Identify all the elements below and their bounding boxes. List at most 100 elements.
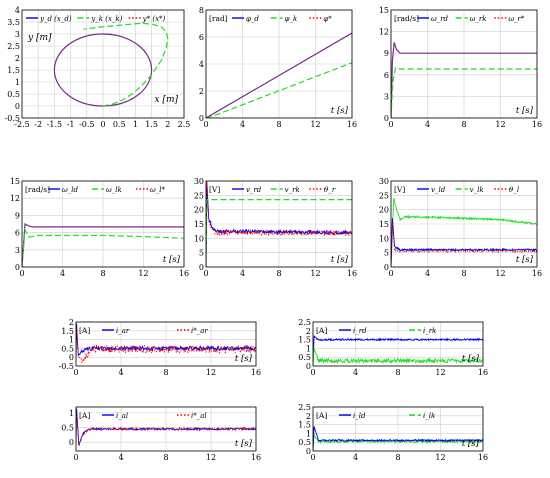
x-tick-label: 8 xyxy=(276,120,281,129)
y-tick-label: 0 xyxy=(306,362,311,371)
x-tick-label: 0 xyxy=(73,368,78,377)
y-axis-label: [V] xyxy=(394,185,405,194)
y-tick-label: 30 xyxy=(194,177,204,186)
y-tick-label: 15 xyxy=(194,220,204,229)
y-tick-label: 0 xyxy=(15,102,20,111)
y-tick-label: 8 xyxy=(199,6,204,15)
x-tick-label: 2.5 xyxy=(178,120,191,129)
x-tick-label: 16 xyxy=(532,120,542,129)
axes-box xyxy=(205,180,353,268)
x-tick-label: -2.5 xyxy=(14,120,29,129)
y-axis-label: [A] xyxy=(79,326,90,335)
legend-label: ω_rd xyxy=(431,15,449,23)
legend-label: ω_r* xyxy=(508,15,525,23)
x-axis-label: t [s] xyxy=(331,106,349,116)
y-axis-label: [rad/s] xyxy=(25,185,50,194)
chart-omega_l: 0 4 8 12 16 0 3 6 9 12 15 t [s] [rad/s] ω_ld ω_lk ω_l* xyxy=(10,177,189,278)
y-tick-label: 15 xyxy=(379,6,389,15)
y-tick-label: 0 xyxy=(199,263,204,272)
x-tick-label: 8 xyxy=(163,453,168,462)
x-tick-label: 0 xyxy=(19,269,24,278)
axes-box xyxy=(21,180,185,268)
y-tick-label: 1.5 xyxy=(298,421,311,430)
x-tick-label: 0 xyxy=(73,453,78,462)
chart-i_al: 0 4 8 12 16 0 0.5 1 t [s] [A] i_al i*_al xyxy=(61,406,261,462)
x-tick-label: 0.5 xyxy=(113,120,126,129)
y-tick-label: 1.5 xyxy=(7,66,20,75)
chart-v_l: 0 4 8 12 16 0 5 10 15 20 25 30 t [s] [V] v_ld v_lk ϑ_l xyxy=(379,177,542,278)
y-tick-label: 4 xyxy=(199,60,204,69)
y-tick-label: 10 xyxy=(379,234,389,243)
y-tick-label: 30 xyxy=(379,177,389,186)
x-tick-label: 4 xyxy=(353,453,358,462)
x-tick-label: 2 xyxy=(165,120,170,129)
series-line xyxy=(76,409,256,447)
y-tick-label: 25 xyxy=(194,191,204,200)
x-tick-label: 8 xyxy=(100,269,105,278)
x-tick-label: 0 xyxy=(310,368,315,377)
y-tick-label: 1.5 xyxy=(61,327,74,336)
y-tick-label: 12 xyxy=(379,28,389,37)
y-tick-label: 2 xyxy=(15,54,20,63)
legend-label: i_ar xyxy=(116,327,130,335)
x-tick-label: 0 xyxy=(100,120,105,129)
chart-phi: 0 4 8 12 16 0 2 4 6 8 t [s] [rad] φ_d φ_k φ* xyxy=(199,6,357,129)
series-line xyxy=(313,426,483,451)
y-axis-label: [A] xyxy=(316,411,327,420)
series-line xyxy=(206,181,352,267)
y-tick-label: 25 xyxy=(379,191,389,200)
y-tick-label: 6 xyxy=(15,229,20,238)
axes-box xyxy=(390,9,538,119)
y-tick-label: 3 xyxy=(384,92,389,101)
legend-label: φ_d xyxy=(246,15,259,23)
legend-label: v_ld xyxy=(431,186,446,194)
legend-label: i_rd xyxy=(353,327,367,335)
y-tick-label: 3 xyxy=(15,30,20,39)
x-tick-label: -2 xyxy=(34,120,42,129)
series-line xyxy=(206,32,352,118)
x-tick-label: 16 xyxy=(532,269,542,278)
series-line xyxy=(313,335,483,366)
y-tick-label: 3 xyxy=(15,246,20,255)
x-tick-label: -1 xyxy=(67,120,75,129)
legend-label: ω_lk xyxy=(106,186,122,194)
x-tick-label: 16 xyxy=(478,453,488,462)
legend-label: y* (x*) xyxy=(142,15,166,23)
y-tick-label: 1 xyxy=(69,336,74,345)
axes-box xyxy=(75,321,257,367)
series-line xyxy=(76,325,256,365)
legend-label: i*_al xyxy=(191,412,207,420)
legend-label: i_rk xyxy=(423,327,436,335)
x-tick-label: 8 xyxy=(163,368,168,377)
y-tick-label: 12 xyxy=(10,194,20,203)
x-tick-label: 8 xyxy=(461,269,466,278)
series-line xyxy=(206,199,352,267)
legend-label: y_d (x_d) xyxy=(39,15,72,23)
y-tick-label: 1 xyxy=(69,409,74,418)
y-tick-label: 0.5 xyxy=(7,90,20,99)
y-tick-label: 1.5 xyxy=(298,336,311,345)
y-tick-label: 5 xyxy=(384,249,389,258)
y-tick-label: 20 xyxy=(194,206,204,215)
legend-label: i_lk xyxy=(423,412,435,420)
y-axis-label: [A] xyxy=(79,411,90,420)
x-tick-label: 16 xyxy=(478,368,488,377)
y-tick-label: 20 xyxy=(379,206,389,215)
legend-label: ϑ_r xyxy=(323,186,336,194)
x-tick-label: 8 xyxy=(395,368,400,377)
y-tick-label: 10 xyxy=(194,234,204,243)
series-line xyxy=(391,66,537,118)
axes-box xyxy=(312,406,484,452)
chart-v_r: 0 4 8 12 16 0 5 10 15 20 25 30 t [s] [V] v_rd v_rk ϑ_r xyxy=(194,177,357,278)
x-tick-label: 0 xyxy=(388,120,393,129)
y-tick-label: 2.5 xyxy=(7,42,20,51)
x-tick-label: 0 xyxy=(203,269,208,278)
x-axis-label: t [s] xyxy=(462,439,480,449)
axes-box xyxy=(21,9,185,119)
y-tick-label: 2 xyxy=(306,412,311,421)
y-tick-label: 0.5 xyxy=(61,344,74,353)
y-tick-label: 0.5 xyxy=(298,353,311,362)
y-tick-label: 0.5 xyxy=(298,438,311,447)
y-tick-label: 1 xyxy=(306,344,311,353)
